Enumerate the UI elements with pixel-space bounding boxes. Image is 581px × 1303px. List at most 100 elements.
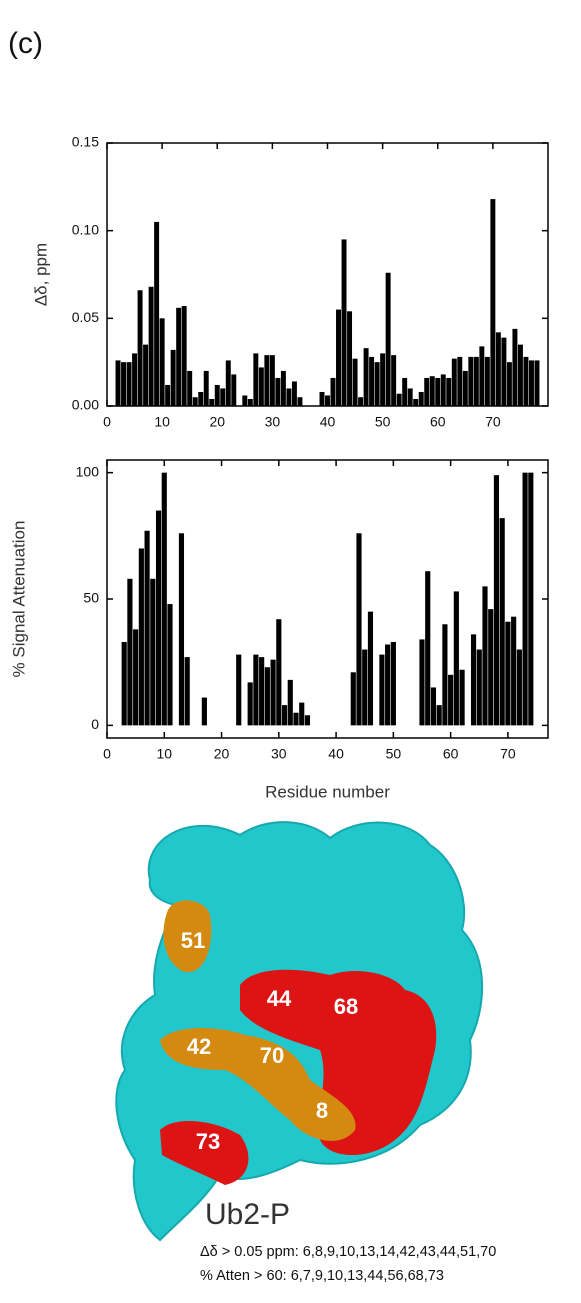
bar: [170, 349, 176, 406]
y-tick-label: 0.15: [72, 134, 99, 150]
bar: [198, 391, 204, 406]
bar: [484, 356, 490, 406]
y-tick-label: 0.10: [72, 221, 99, 237]
x-tick-label: 40: [328, 746, 344, 762]
bar: [436, 705, 442, 726]
panel-label: (c): [8, 27, 43, 60]
bar: [379, 654, 385, 726]
bar: [462, 370, 468, 406]
bar: [407, 388, 413, 406]
bar: [446, 377, 452, 406]
bar: [425, 571, 431, 726]
bar: [297, 397, 303, 406]
bar: [505, 621, 511, 726]
y-tick-label: 50: [83, 590, 99, 606]
y-tick-label: 100: [76, 463, 100, 479]
bar: [499, 518, 505, 726]
bar: [187, 370, 193, 406]
bar: [201, 697, 207, 726]
bar: [493, 475, 500, 726]
bar: [178, 533, 185, 726]
bar: [280, 370, 286, 406]
residue-label: 44: [267, 986, 292, 1011]
bar: [127, 578, 133, 726]
bar: [451, 358, 457, 406]
bar: [402, 377, 408, 406]
bar: [150, 578, 156, 726]
bar: [506, 362, 512, 406]
residue-label: 42: [187, 1034, 211, 1059]
bar: [126, 362, 132, 406]
bar: [291, 381, 297, 406]
bar: [516, 649, 522, 726]
bar: [121, 362, 127, 406]
bar: [523, 356, 529, 406]
bar: [264, 355, 270, 406]
patch-orange: [160, 1028, 356, 1141]
bar: [442, 624, 448, 726]
x-tick-label: 10: [156, 746, 172, 762]
bar: [231, 374, 237, 406]
bar: [534, 360, 540, 406]
bar: [385, 272, 391, 406]
bar: [358, 397, 364, 406]
x-tick-label: 20: [214, 746, 230, 762]
bar: [459, 669, 465, 726]
bar: [453, 591, 459, 726]
bar: [476, 649, 482, 726]
bar: [137, 290, 143, 406]
bar: [203, 370, 209, 406]
bar: [435, 377, 441, 406]
bar: [385, 644, 391, 726]
bar: [181, 306, 187, 406]
bar: [468, 356, 474, 406]
x-tick-label: 70: [485, 414, 501, 430]
bar: [269, 355, 275, 406]
bar: [133, 629, 139, 726]
x-tick-label: 50: [375, 414, 391, 430]
x-tick-label: 70: [500, 746, 516, 762]
residue-label: 70: [260, 1043, 284, 1068]
x-tick-label: 0: [103, 746, 111, 762]
patch-red: [240, 969, 437, 1155]
bar: [512, 328, 518, 406]
bar: [457, 356, 463, 406]
bar: [132, 353, 138, 406]
y-tick-label: 0: [91, 716, 99, 732]
residue-label: 8: [316, 1098, 328, 1123]
bar: [419, 639, 425, 726]
bar: [352, 358, 358, 406]
bar: [424, 377, 430, 406]
bar: [473, 356, 479, 406]
bar: [470, 634, 477, 726]
bar: [258, 367, 264, 406]
bar: [367, 611, 374, 726]
bar: [330, 377, 336, 406]
x-axis-label: Residue number: [265, 782, 390, 801]
bar: [253, 654, 259, 726]
x-tick-label: 60: [443, 746, 459, 762]
residue-label: 51: [181, 928, 205, 953]
bar: [369, 356, 375, 406]
bar: [347, 311, 353, 406]
bar: [281, 705, 288, 726]
y-axis-label: Δδ, ppm: [31, 243, 50, 306]
bar: [517, 344, 523, 406]
bar: [356, 533, 362, 726]
bar: [161, 472, 167, 726]
patch-orange: [163, 900, 212, 973]
bar: [148, 286, 154, 406]
x-tick-label: 0: [103, 414, 111, 430]
bar: [501, 337, 507, 406]
bar: [286, 388, 292, 406]
bar: [155, 510, 162, 726]
bar: [341, 239, 347, 406]
residue-label: 68: [334, 994, 358, 1019]
bar: [488, 609, 494, 726]
structure-name: Ub2-P: [205, 1198, 290, 1231]
bar: [511, 616, 517, 726]
bar: [253, 353, 259, 406]
bar: [167, 604, 173, 726]
structure-note: Δδ > 0.05 ppm: 6,8,9,10,13,14,42,43,44,5…: [200, 1244, 496, 1260]
bar: [209, 398, 215, 406]
